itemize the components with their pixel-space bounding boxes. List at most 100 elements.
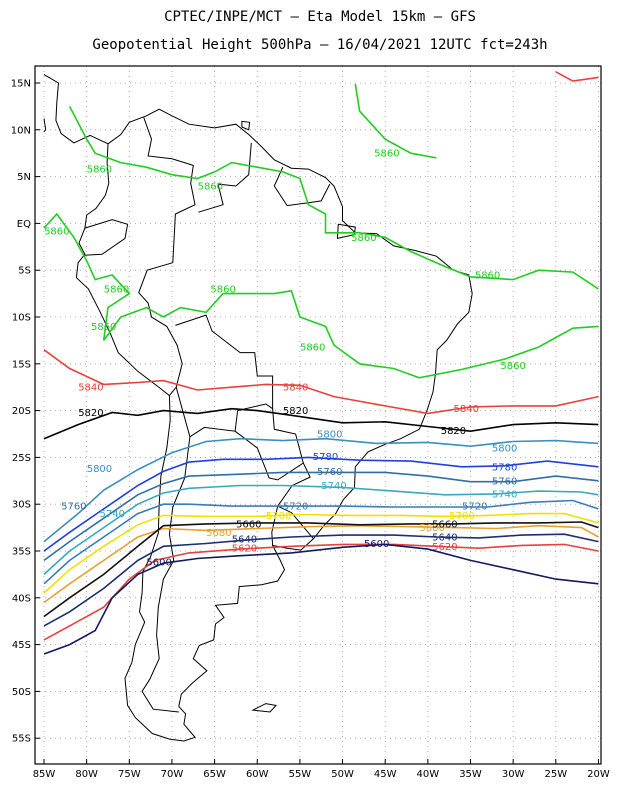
falkland-islands <box>251 703 277 713</box>
contour-label: 5620 <box>232 544 257 555</box>
contour-label: 5780 <box>492 462 517 473</box>
contour-label: 5760 <box>317 467 342 478</box>
title-line-1: CPTEC/INPE/MCT – Eta Model 15km – GFS <box>164 9 476 25</box>
contour-label: 5800 <box>317 430 342 441</box>
country-border <box>84 219 129 256</box>
contour-labels: 5860 5860 5860 5860 5860 5860 5860 5860 5860 5860… <box>44 149 526 569</box>
contour-label: 5840 <box>78 383 103 394</box>
trinidad-island <box>241 120 251 131</box>
contour-label: 5860 <box>300 342 325 353</box>
lat-tick-label: EQ <box>17 219 31 230</box>
contour-label: 5860 <box>351 233 376 244</box>
contour-label: 5800 <box>87 464 112 475</box>
lon-tick-label: 45W <box>374 769 397 780</box>
contour-5620 <box>43 543 599 641</box>
contour-label: 5740 <box>321 481 346 492</box>
contour-label: 5860 <box>475 270 500 281</box>
contour-label: 5840 <box>283 383 308 394</box>
contour-label: 5820 <box>283 406 308 417</box>
contour-label: 5600 <box>146 558 171 569</box>
contour-5840 <box>43 349 599 415</box>
lon-tick-label: 40W <box>417 769 440 780</box>
lat-tick-label: 25S <box>12 453 31 464</box>
contour-5780 <box>43 456 599 552</box>
lon-tick-label: 55W <box>289 769 312 780</box>
height-contours <box>43 71 599 655</box>
lon-tick-label: 70W <box>161 769 184 780</box>
lon-tick-label: 20W <box>587 769 610 780</box>
lat-tick-label: 10N <box>11 125 31 136</box>
contour-label: 5860 <box>91 322 116 333</box>
lat-tick-label: 5N <box>17 172 31 183</box>
contour-label: 5860 <box>500 361 525 372</box>
marajo-island <box>336 223 356 240</box>
lon-tick-label: 80W <box>75 769 98 780</box>
lat-tick-label: 55S <box>12 734 31 745</box>
lat-tick-label: 15S <box>12 359 31 370</box>
country-border <box>143 117 196 263</box>
lon-tick-label: 75W <box>118 769 141 780</box>
contour-5660 <box>43 521 599 618</box>
country-border <box>138 262 183 396</box>
contour-label: 5760 <box>61 502 86 513</box>
contour-label: 5800 <box>492 444 517 455</box>
contour-label: 5860 <box>374 149 399 160</box>
contour-label: 5840 <box>454 404 479 415</box>
contour-5820 <box>43 407 599 440</box>
contour-5760 <box>43 471 599 562</box>
contour-label: 5640 <box>232 534 257 545</box>
contour-label: 5700 <box>266 511 291 522</box>
lon-tick-label: 50W <box>331 769 354 780</box>
title-line-2: Geopotential Height 500hPa – 16/04/2021 … <box>92 37 547 53</box>
lon-tick-label: 30W <box>502 769 525 780</box>
lon-tick-label: 65W <box>203 769 226 780</box>
contour-label: 5700 <box>449 511 474 522</box>
contour-label: 5660 <box>236 519 261 530</box>
contour-5640 <box>43 533 599 627</box>
contour-label: 5860 <box>44 226 69 237</box>
lat-tick-label: 35S <box>12 547 31 558</box>
contour-label: 5680 <box>419 523 444 534</box>
country-border <box>273 166 331 207</box>
contour-label: 5860 <box>104 284 129 295</box>
contour-5600 <box>43 543 599 655</box>
lat-tick-label: 50S <box>12 687 31 698</box>
lat-tick-label: 45S <box>12 640 31 651</box>
contour-label: 5660 <box>432 519 457 530</box>
country-border <box>234 408 304 481</box>
contour-label: 5820 <box>441 426 466 437</box>
contour-label: 5720 <box>462 502 487 513</box>
country-border <box>276 462 314 540</box>
contour-5720 <box>43 499 599 585</box>
contour-5700 <box>43 512 599 594</box>
graticule-grid <box>35 66 601 764</box>
contour-5840 <box>555 71 599 82</box>
lon-tick-label: 25W <box>544 769 567 780</box>
lon-tick-label: 60W <box>246 769 269 780</box>
contour-label: 5640 <box>432 532 457 543</box>
contour-label: 5620 <box>432 542 457 553</box>
contour-5860 <box>43 212 599 379</box>
contour-label: 5860 <box>87 165 112 176</box>
lat-tick-label: 10S <box>12 313 31 324</box>
central-america-pacific-coast <box>43 118 47 133</box>
contour-5860 <box>68 106 599 290</box>
contour-5800 <box>43 437 599 543</box>
contour-label: 5600 <box>364 539 389 550</box>
lat-tick-label: 40S <box>12 593 31 604</box>
contour-5860 <box>354 83 437 159</box>
country-border <box>141 436 191 713</box>
lat-tick-label: 15N <box>11 79 31 90</box>
contour-label: 5860 <box>198 181 223 192</box>
lat-tick-label: 20S <box>12 406 31 417</box>
map-frame <box>34 65 602 765</box>
contour-label: 5860 <box>210 284 235 295</box>
lat-tick-label: 5S <box>18 266 31 277</box>
country-border <box>198 142 252 213</box>
contour-label: 5720 <box>283 502 308 513</box>
contour-5680 <box>43 524 599 604</box>
contour-label: 5760 <box>492 476 517 487</box>
contour-label: 5740 <box>492 489 517 500</box>
contour-label: 5780 <box>313 452 338 463</box>
